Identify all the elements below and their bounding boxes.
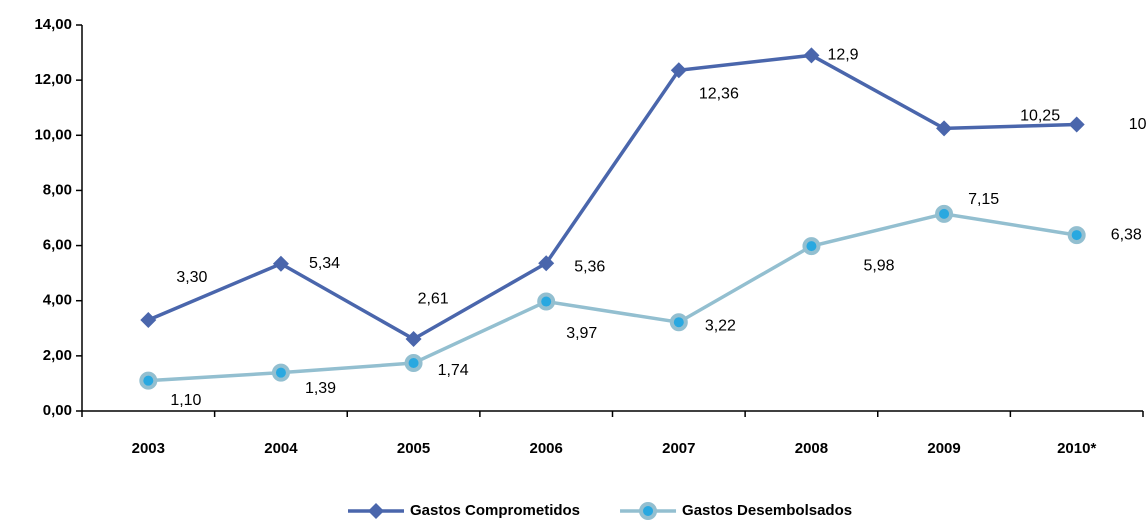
marker [803, 47, 820, 64]
series-line [148, 212, 1077, 383]
data-label: 5,34 [309, 255, 340, 272]
legend-label: Gastos Desembolsados [682, 502, 852, 519]
marker [271, 363, 290, 382]
data-label: 12,36 [699, 85, 739, 102]
data-label: 3,97 [566, 325, 597, 342]
data-label: 5,98 [863, 257, 894, 274]
marker [802, 237, 821, 256]
y-tick-label: 0,00 [43, 402, 72, 419]
marker [935, 204, 954, 223]
marker [669, 313, 688, 332]
x-tick-label: 2010* [1057, 440, 1096, 457]
x-tick-label: 2007 [662, 440, 695, 457]
marker [139, 371, 158, 390]
data-label: 1,10 [170, 392, 201, 409]
marker [272, 255, 289, 272]
y-tick-label: 2,00 [43, 347, 72, 364]
y-tick-label: 10,00 [34, 126, 72, 143]
data-label: 3,22 [705, 317, 736, 334]
marker [404, 354, 423, 373]
legend-marker [368, 503, 384, 519]
legend-label: Gastos Comprometidos [410, 502, 580, 519]
data-label: 7,15 [968, 191, 999, 208]
y-tick-label: 14,00 [34, 16, 72, 33]
marker [538, 255, 555, 272]
marker [1068, 116, 1085, 133]
marker [140, 312, 157, 329]
data-label: 12,9 [827, 47, 858, 64]
x-tick-label: 2003 [132, 440, 165, 457]
x-tick-label: 2005 [397, 440, 430, 457]
legend-marker [639, 502, 658, 520]
y-tick-label: 4,00 [43, 292, 72, 309]
marker [1067, 226, 1086, 245]
data-label: 10,39 [1129, 116, 1147, 133]
marker [405, 331, 422, 348]
data-label: 1,74 [438, 362, 469, 379]
marker [537, 292, 556, 311]
series-line [147, 53, 1077, 342]
x-tick-label: 2006 [530, 440, 563, 457]
x-tick-label: 2008 [795, 440, 828, 457]
data-label: 6,38 [1111, 226, 1142, 243]
data-label: 1,39 [305, 380, 336, 397]
data-label: 10,25 [1020, 108, 1060, 125]
data-label: 3,30 [176, 269, 207, 286]
data-label: 2,61 [418, 290, 449, 307]
y-tick-label: 6,00 [43, 237, 72, 254]
y-tick-label: 8,00 [43, 181, 72, 198]
x-tick-label: 2004 [264, 440, 298, 457]
y-tick-label: 12,00 [34, 71, 72, 88]
data-label: 5,36 [574, 258, 605, 275]
x-tick-label: 2009 [927, 440, 960, 457]
marker [936, 120, 953, 137]
marker [670, 62, 687, 79]
